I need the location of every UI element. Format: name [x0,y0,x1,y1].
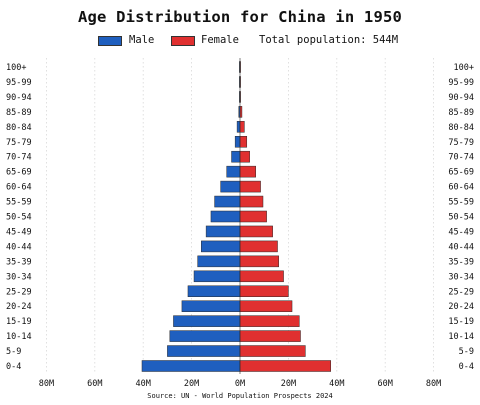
age-label-left: 85-89 [6,108,32,118]
age-label-right: 85-89 [448,108,474,118]
legend-label-female: Female [201,34,239,46]
age-label-right: 50-54 [448,213,474,223]
bar-female [239,285,289,297]
age-label-right: 70-74 [448,153,474,163]
bar-female [239,150,250,163]
age-label-right: 5-9 [459,347,474,357]
bar-female [239,315,300,327]
x-tick-label: 20M [281,379,296,389]
age-label-left: 65-69 [6,168,32,178]
age-label-right: 45-49 [448,227,474,237]
bar-male [187,285,241,297]
age-label-left: 75-79 [6,138,32,148]
age-label-right: 0-4 [459,362,474,372]
bar-female [239,345,306,357]
bar-female [239,225,273,238]
bar-male [226,165,241,178]
age-label-right: 55-59 [448,198,474,208]
bar-male [231,150,241,163]
age-label-left: 15-19 [6,317,32,327]
age-label-right: 35-39 [448,257,474,267]
total-population: Total population: 544M [259,34,399,46]
x-tick-label: 60M [87,379,102,389]
legend-swatch-male [98,36,122,46]
age-label-right: 65-69 [448,168,474,178]
bar-female [239,360,331,372]
bar-female [239,136,248,148]
age-label-right: 95-99 [448,78,474,88]
bar-male [236,121,241,133]
bar-male [234,136,241,148]
bar-male [205,225,241,238]
bar-male [220,180,241,193]
age-label-right: 40-44 [448,242,474,252]
age-label-left: 50-54 [6,213,32,223]
x-tick-label: 40M [329,379,344,389]
bar-male [214,195,241,208]
bar-female [239,121,245,133]
age-label-left: 100+ [6,63,26,73]
age-label-left: 5-9 [6,347,21,357]
age-label-left: 90-94 [6,93,32,103]
x-tick-label: 0M [235,379,245,389]
x-tick-label: 80M [39,379,54,389]
bar-female [239,180,261,193]
bar-female [239,165,256,178]
age-label-left: 70-74 [6,153,32,163]
legend-swatch-female [171,36,195,46]
bar-male [167,345,241,357]
bar-female [239,240,278,253]
age-label-left: 35-39 [6,257,32,267]
age-label-left: 80-84 [6,123,32,133]
age-label-right: 10-14 [448,332,474,342]
source-note: Source: UN - World Population Prospects … [147,392,333,400]
bar-male [141,360,241,372]
chart-title: Age Distribution for China in 1950 [77,8,403,26]
bar-male [197,255,241,268]
age-label-left: 40-44 [6,242,32,252]
bar-male [169,330,241,342]
bar-female [239,195,264,208]
bar-female [239,330,301,342]
age-label-right: 30-34 [448,272,474,282]
age-label-right: 15-19 [448,317,474,327]
age-label-right: 90-94 [448,93,474,103]
bar-female [239,255,279,268]
x-tick-label: 40M [136,379,151,389]
age-label-left: 95-99 [6,78,32,88]
age-label-left: 55-59 [6,198,32,208]
age-label-right: 100+ [454,63,474,73]
age-label-right: 80-84 [448,123,474,133]
bar-male [173,315,241,327]
x-tick-label: 60M [378,379,393,389]
bar-male [210,210,241,223]
bar-female [239,210,267,223]
age-label-left: 0-4 [6,362,21,372]
bar-female [239,300,293,312]
bar-male [201,240,241,253]
age-label-right: 20-24 [448,302,474,312]
legend-label-male: Male [129,34,155,46]
age-label-left: 25-29 [6,287,32,297]
age-label-left: 60-64 [6,183,32,193]
age-label-right: 60-64 [448,183,474,193]
x-tick-label: 80M [426,379,441,389]
age-label-left: 45-49 [6,227,32,237]
x-tick-label: 20M [184,379,199,389]
age-label-left: 10-14 [6,332,32,342]
bar-male [193,270,241,283]
bar-female [239,270,284,283]
bar-male [181,300,241,312]
age-label-right: 75-79 [448,138,474,148]
age-label-left: 20-24 [6,302,32,312]
legend: Male Female Total population: 544M [0,33,480,49]
age-label-left: 30-34 [6,272,32,282]
age-label-right: 25-29 [448,287,474,297]
